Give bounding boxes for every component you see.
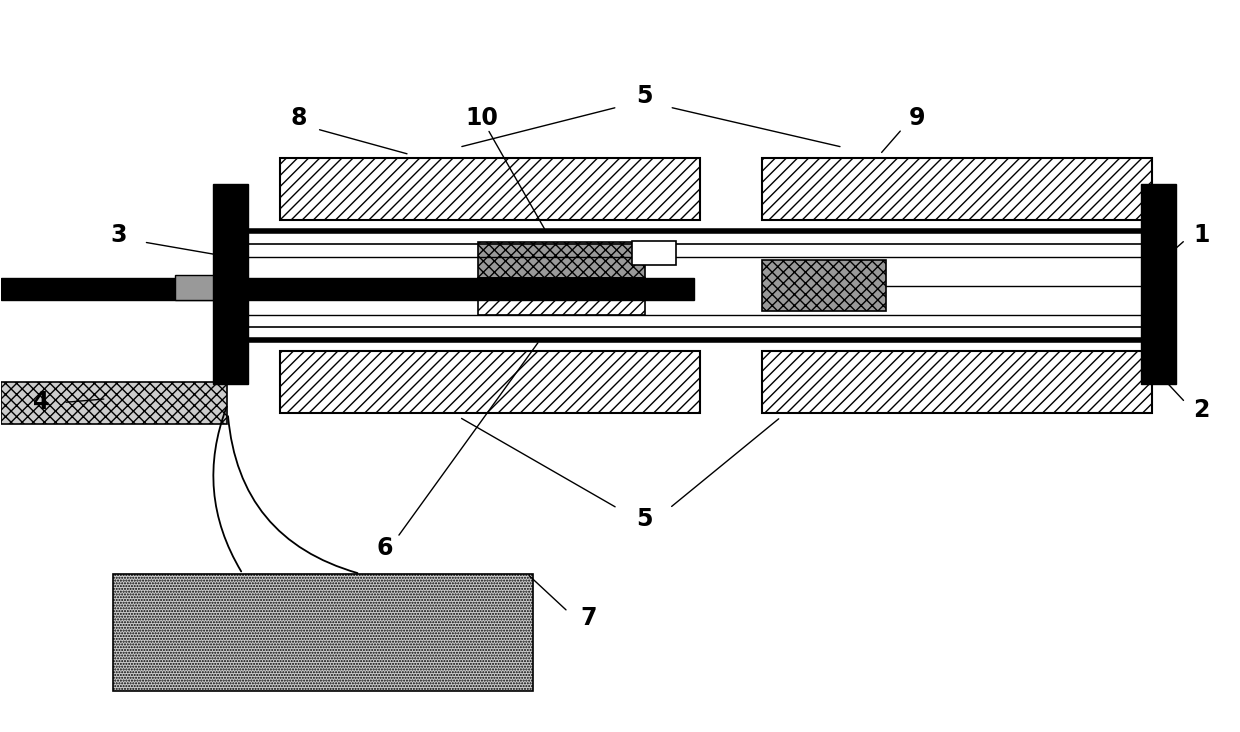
Bar — [280, 351, 701, 414]
Bar — [1141, 184, 1176, 384]
Text: 4: 4 — [32, 390, 50, 414]
Text: 5: 5 — [636, 507, 653, 531]
Text: 3: 3 — [110, 223, 128, 247]
Bar — [1, 278, 694, 300]
Text: 8: 8 — [290, 106, 306, 130]
Bar — [213, 184, 248, 384]
Bar — [763, 158, 1152, 220]
Bar — [113, 574, 533, 690]
Bar — [477, 242, 645, 278]
Bar — [477, 278, 645, 315]
Text: 6: 6 — [377, 537, 393, 560]
Text: 1: 1 — [1193, 223, 1210, 247]
Text: 7: 7 — [580, 605, 598, 630]
Text: 2: 2 — [1193, 397, 1210, 422]
Bar — [763, 351, 1152, 414]
Bar — [632, 241, 676, 266]
Text: 10: 10 — [465, 106, 498, 130]
Bar — [1, 382, 227, 425]
Bar — [763, 261, 887, 311]
Bar — [280, 158, 701, 220]
Text: 5: 5 — [636, 84, 653, 108]
Bar — [175, 274, 228, 300]
Text: 9: 9 — [909, 106, 925, 130]
